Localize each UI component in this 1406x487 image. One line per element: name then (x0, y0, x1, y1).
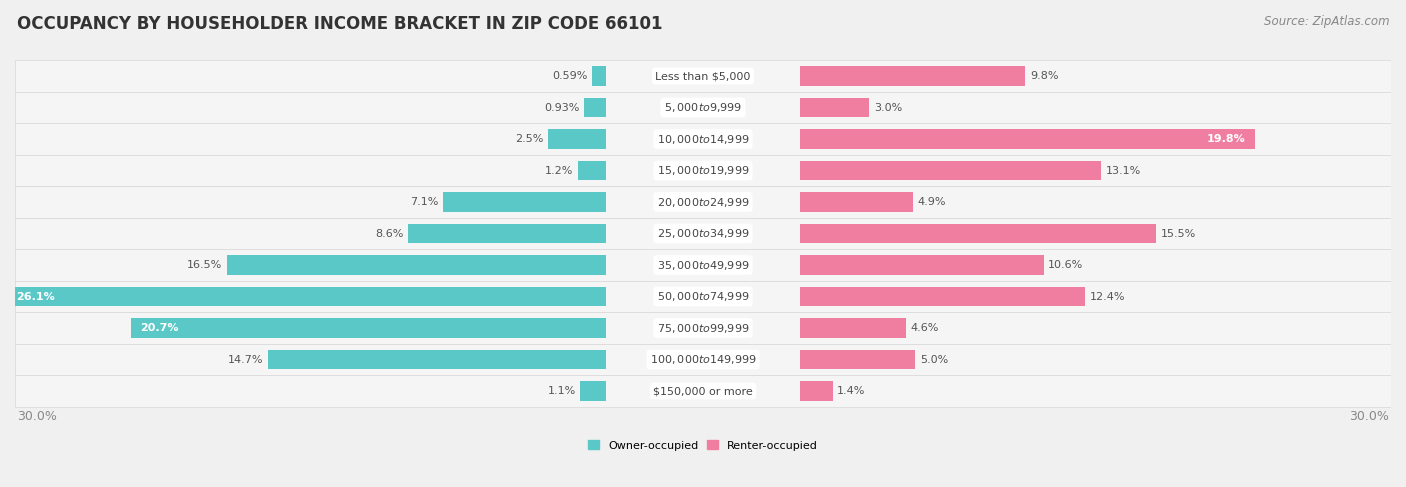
Text: $150,000 or more: $150,000 or more (654, 386, 752, 396)
Bar (269, 350, 606, 369)
Text: 7.1%: 7.1% (409, 197, 439, 207)
Bar (800, 66, 1025, 86)
Text: 30.0%: 30.0% (1348, 410, 1389, 423)
Text: $5,000 to $9,999: $5,000 to $9,999 (664, 101, 742, 114)
Text: $10,000 to $14,999: $10,000 to $14,999 (657, 132, 749, 146)
Bar (15, 155, 1391, 186)
Text: $20,000 to $24,999: $20,000 to $24,999 (657, 195, 749, 208)
Bar (15, 344, 1391, 375)
Bar (15, 249, 1391, 281)
Bar (800, 129, 1254, 149)
Bar (578, 161, 606, 180)
Text: 26.1%: 26.1% (15, 292, 55, 301)
Bar (800, 98, 869, 117)
Text: Source: ZipAtlas.com: Source: ZipAtlas.com (1264, 15, 1389, 28)
Text: 5.0%: 5.0% (920, 355, 948, 365)
Text: Less than $5,000: Less than $5,000 (655, 71, 751, 81)
Bar (800, 224, 1156, 244)
Bar (592, 66, 606, 86)
Bar (443, 192, 606, 212)
Bar (800, 161, 1101, 180)
Bar (15, 218, 1391, 249)
Text: 1.4%: 1.4% (837, 386, 866, 396)
Bar (800, 318, 905, 338)
Bar (581, 381, 606, 401)
Text: 20.7%: 20.7% (141, 323, 179, 333)
Bar (15, 123, 1391, 155)
Text: 0.93%: 0.93% (544, 102, 579, 112)
Bar (15, 312, 1391, 344)
Bar (7, 287, 606, 306)
Bar (800, 255, 1043, 275)
Text: 4.6%: 4.6% (911, 323, 939, 333)
Bar (800, 287, 1085, 306)
Text: 12.4%: 12.4% (1090, 292, 1125, 301)
Text: 0.59%: 0.59% (553, 71, 588, 81)
Text: 14.7%: 14.7% (228, 355, 264, 365)
Text: 16.5%: 16.5% (187, 260, 222, 270)
Text: $75,000 to $99,999: $75,000 to $99,999 (657, 321, 749, 335)
Text: $15,000 to $19,999: $15,000 to $19,999 (657, 164, 749, 177)
Bar (800, 381, 832, 401)
Bar (408, 224, 606, 244)
Bar (15, 60, 1391, 92)
Bar (800, 192, 912, 212)
Bar (548, 129, 606, 149)
Text: 15.5%: 15.5% (1160, 228, 1195, 239)
Bar (15, 186, 1391, 218)
Bar (15, 281, 1391, 312)
Text: 19.8%: 19.8% (1206, 134, 1246, 144)
Text: 3.0%: 3.0% (875, 102, 903, 112)
Text: 1.1%: 1.1% (547, 386, 575, 396)
Text: $35,000 to $49,999: $35,000 to $49,999 (657, 259, 749, 272)
Text: 4.9%: 4.9% (918, 197, 946, 207)
Text: 1.2%: 1.2% (546, 166, 574, 175)
Text: $50,000 to $74,999: $50,000 to $74,999 (657, 290, 749, 303)
Bar (15, 375, 1391, 407)
Text: 30.0%: 30.0% (17, 410, 58, 423)
Bar (585, 98, 606, 117)
Text: 9.8%: 9.8% (1029, 71, 1059, 81)
Bar (228, 255, 606, 275)
Text: 8.6%: 8.6% (375, 228, 404, 239)
Text: 13.1%: 13.1% (1105, 166, 1140, 175)
Text: 10.6%: 10.6% (1047, 260, 1084, 270)
Text: $100,000 to $149,999: $100,000 to $149,999 (650, 353, 756, 366)
Text: $25,000 to $34,999: $25,000 to $34,999 (657, 227, 749, 240)
Text: 2.5%: 2.5% (515, 134, 544, 144)
Text: OCCUPANCY BY HOUSEHOLDER INCOME BRACKET IN ZIP CODE 66101: OCCUPANCY BY HOUSEHOLDER INCOME BRACKET … (17, 15, 662, 33)
Bar (131, 318, 606, 338)
Bar (800, 350, 915, 369)
Bar (15, 92, 1391, 123)
Legend: Owner-occupied, Renter-occupied: Owner-occupied, Renter-occupied (588, 440, 818, 450)
